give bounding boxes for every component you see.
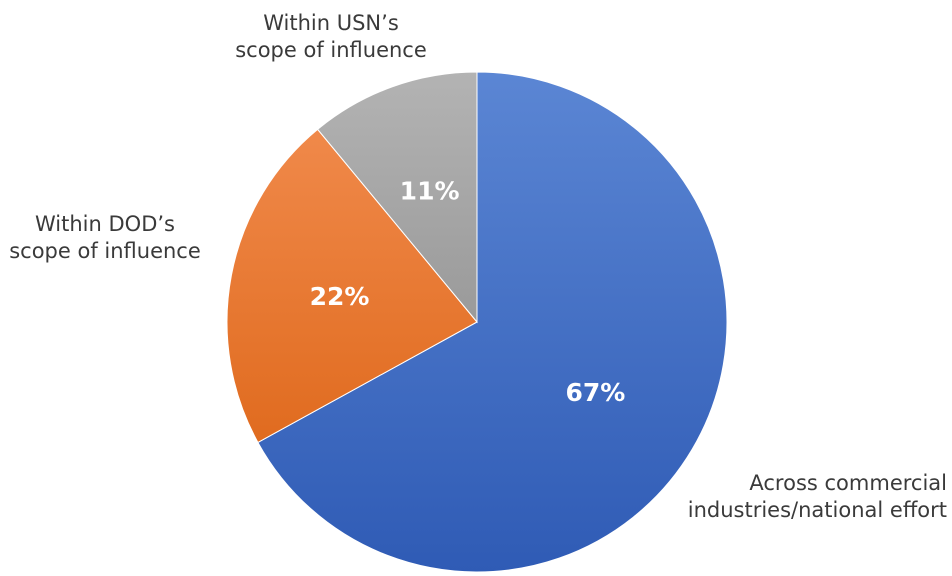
slice-category-line: Across commercial [749, 471, 947, 495]
pie-slices [226, 71, 728, 573]
pie-labels: 67% Across commercial industries/national … [9, 11, 947, 522]
pie-slice [226, 128, 478, 444]
slice-percent-label: 67% [565, 378, 625, 407]
pie-slice [257, 71, 728, 573]
slice-percent-label: 22% [310, 282, 370, 311]
slice-category-line: Within DOD’s [35, 212, 175, 236]
slice-category-label: Within DOD’s scope of influence [9, 212, 201, 263]
slice-category-label: Across commercial industries/national eff… [688, 471, 947, 522]
slice-category-line: Within USN’s [263, 11, 399, 35]
slice-category-line: scope of influence [9, 239, 201, 263]
pie-slice [316, 71, 478, 324]
slice-category-line: industries/national effort [688, 498, 947, 522]
slice-category-label: Within USN’s scope of influence [235, 11, 427, 62]
slice-percent-label: 11% [400, 176, 460, 205]
slice-category-line: scope of influence [235, 38, 427, 62]
